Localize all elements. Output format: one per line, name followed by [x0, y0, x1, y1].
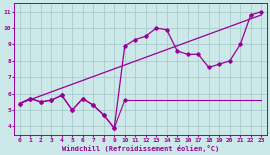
X-axis label: Windchill (Refroidissement éolien,°C): Windchill (Refroidissement éolien,°C)	[62, 144, 219, 152]
